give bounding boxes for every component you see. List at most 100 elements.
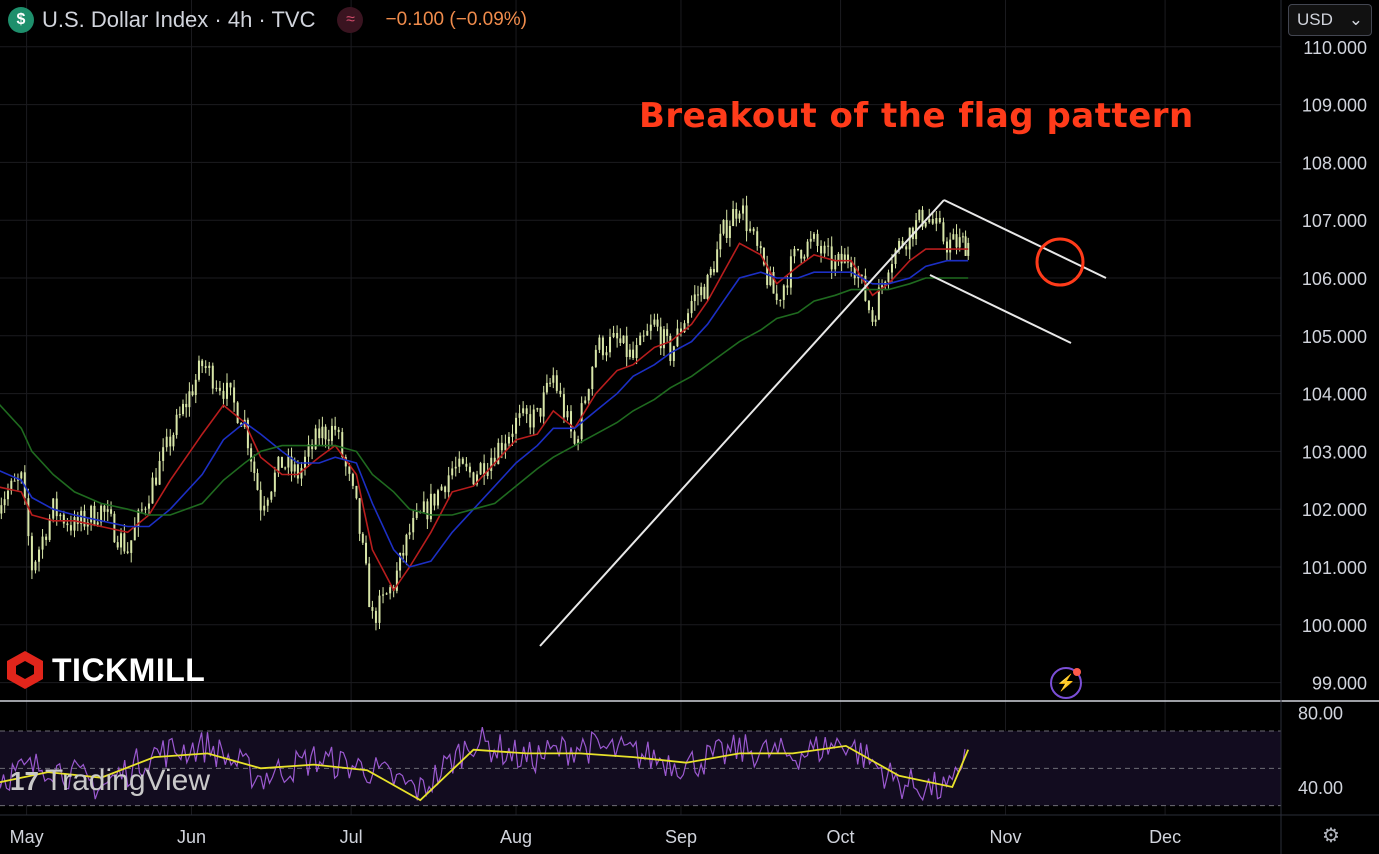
candle-body: [334, 425, 337, 430]
candle-body: [609, 336, 612, 353]
y-tick-label: 100.000: [1302, 616, 1367, 636]
annotation-text: Breakout of the flag pattern: [639, 96, 1194, 136]
candle-body: [525, 408, 528, 415]
candle-body: [511, 433, 514, 437]
candle-body: [573, 431, 576, 444]
price-moving-averages: [0, 242, 969, 592]
candle-body: [10, 480, 13, 491]
candle-body: [653, 319, 656, 325]
y-tick-label: 99.000: [1312, 674, 1367, 694]
candle-body: [504, 443, 507, 451]
candle-body: [642, 335, 645, 337]
candle-body: [834, 260, 837, 270]
candle-body: [901, 240, 904, 247]
candle-body: [935, 218, 938, 224]
candle-body: [172, 434, 175, 447]
candle-body: [90, 505, 93, 523]
candle-body: [967, 242, 970, 256]
candle-body: [552, 375, 555, 383]
candle-body: [147, 503, 150, 509]
candle-body: [539, 408, 542, 417]
candle-body: [440, 486, 443, 491]
candle-body: [330, 425, 333, 441]
candle-body: [165, 436, 168, 448]
symbol-title[interactable]: U.S. Dollar Index · 4h · TVC: [42, 7, 316, 32]
candle-body: [133, 526, 136, 541]
candle-body: [382, 594, 385, 596]
currency-selector[interactable]: USD ⌄: [1288, 4, 1372, 36]
candle-body: [803, 256, 806, 259]
candle-body: [155, 477, 158, 485]
candle-body: [151, 477, 154, 504]
candle-body: [860, 274, 863, 276]
candle-body: [938, 218, 941, 223]
lightning-icon[interactable]: ⚡: [1050, 667, 1082, 699]
y-tick-label: 102.000: [1302, 500, 1367, 520]
candle-body: [162, 447, 165, 461]
candle-body: [253, 461, 256, 474]
candle-body: [327, 439, 330, 441]
candle-body: [690, 301, 693, 314]
indicator-wave-icon[interactable]: ≈: [337, 7, 364, 33]
settings-icon[interactable]: ⚙: [1322, 824, 1340, 847]
candle-body: [426, 501, 429, 520]
rsi-tick-label: 80.00: [1298, 703, 1343, 723]
tickmill-logo-icon: [7, 651, 43, 689]
flag-upper-line: [943, 199, 1107, 279]
candle-body: [225, 382, 228, 399]
tradingview-watermark: 17 TradingView: [10, 764, 210, 798]
candle-body: [45, 536, 48, 540]
candle-body: [208, 365, 211, 368]
x-tick-label: Oct: [827, 827, 855, 847]
candle-body: [191, 391, 194, 396]
candle-body: [659, 326, 662, 349]
candle-body: [669, 335, 672, 361]
candle-body: [55, 498, 58, 517]
candle-body: [728, 226, 731, 238]
candle-body: [371, 607, 374, 611]
candle-body: [676, 328, 679, 347]
x-tick-label: Jun: [177, 827, 206, 847]
candle-body: [280, 456, 283, 468]
candle-body: [639, 335, 642, 346]
candle-body: [779, 299, 782, 301]
candle-body: [48, 518, 51, 540]
candle-body: [194, 379, 197, 396]
candle-body: [656, 319, 659, 327]
candle-body: [324, 426, 327, 440]
candle-body: [735, 209, 738, 219]
candle-body: [365, 542, 368, 564]
candle-body: [284, 467, 287, 469]
candle-body: [877, 287, 880, 320]
candle-body: [625, 335, 628, 357]
candle-body: [961, 236, 964, 238]
ma-slow-line: [0, 277, 969, 516]
candle-body: [942, 222, 945, 242]
candle-body: [649, 324, 652, 331]
candle-body: [955, 234, 958, 248]
candle-body: [277, 456, 280, 473]
candle-body: [461, 458, 464, 464]
candle-body: [300, 467, 303, 479]
candle-body: [76, 517, 79, 524]
candle-body: [672, 346, 675, 361]
candle-body: [405, 534, 408, 556]
candle-body: [958, 237, 961, 248]
candle-body: [515, 417, 518, 434]
candle-body: [451, 468, 454, 476]
candle-body: [211, 365, 214, 389]
rsi-pane: [0, 726, 1281, 807]
candle-body: [732, 209, 735, 227]
candle-body: [137, 510, 140, 527]
candle-body: [341, 432, 344, 457]
candle-body: [646, 330, 649, 336]
candle-body: [246, 419, 249, 449]
candle-body: [83, 510, 86, 527]
candle-body: [222, 390, 225, 399]
candle-body: [368, 563, 371, 608]
candle-body: [476, 474, 479, 485]
candle-body: [703, 286, 706, 299]
candle-body: [80, 510, 83, 524]
candle-body: [389, 587, 392, 594]
